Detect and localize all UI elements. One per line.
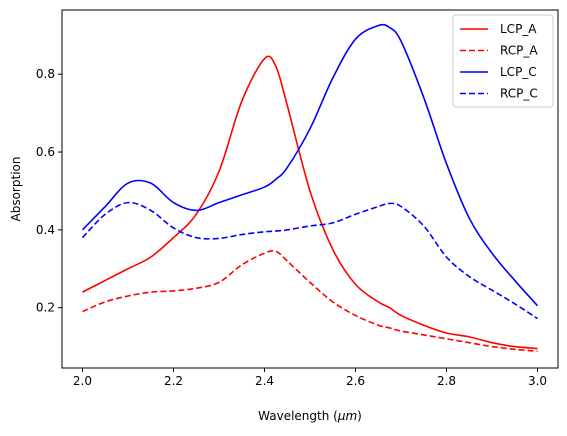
x-tick-label: 2.0 [73,374,92,388]
x-tick-label: 2.8 [437,374,456,388]
y-axis-ticks: 0.2 0.4 0.6 0.8 [36,67,62,315]
legend-frame [452,14,554,108]
y-axis-label: Absorption [9,157,23,222]
x-tick-label: 2.4 [255,374,274,388]
y-tick-label: 0.2 [36,301,55,315]
series-line-rcp-a [82,249,538,353]
series-line-rcp-c [81,201,538,320]
x-axis-ticks: 2.0 2.2 2.4 2.6 2.8 3.0 [73,368,547,388]
legend-label-lcp-c: LCP_C [500,65,537,79]
y-tick-label: 0.4 [36,223,55,237]
plot-frame [61,9,559,369]
series-lines [81,23,539,353]
legend-label-rcp-a: RCP_A [500,44,538,58]
y-tick-label: 0.6 [36,145,55,159]
x-tick-label: 2.6 [346,374,365,388]
series-line-lcp-c [81,23,539,307]
y-tick-label: 0.8 [36,67,55,81]
x-axis-label: Wavelength (μm) [258,409,362,423]
legend: LCP_A RCP_A LCP_C RCP_C [452,14,554,108]
series-line-lcp-a [82,55,538,350]
legend-label-lcp-a: LCP_A [500,22,537,36]
legend-label-rcp-c: RCP_C [500,87,538,101]
x-tick-label: 3.0 [528,374,547,388]
x-tick-label: 2.2 [164,374,183,388]
